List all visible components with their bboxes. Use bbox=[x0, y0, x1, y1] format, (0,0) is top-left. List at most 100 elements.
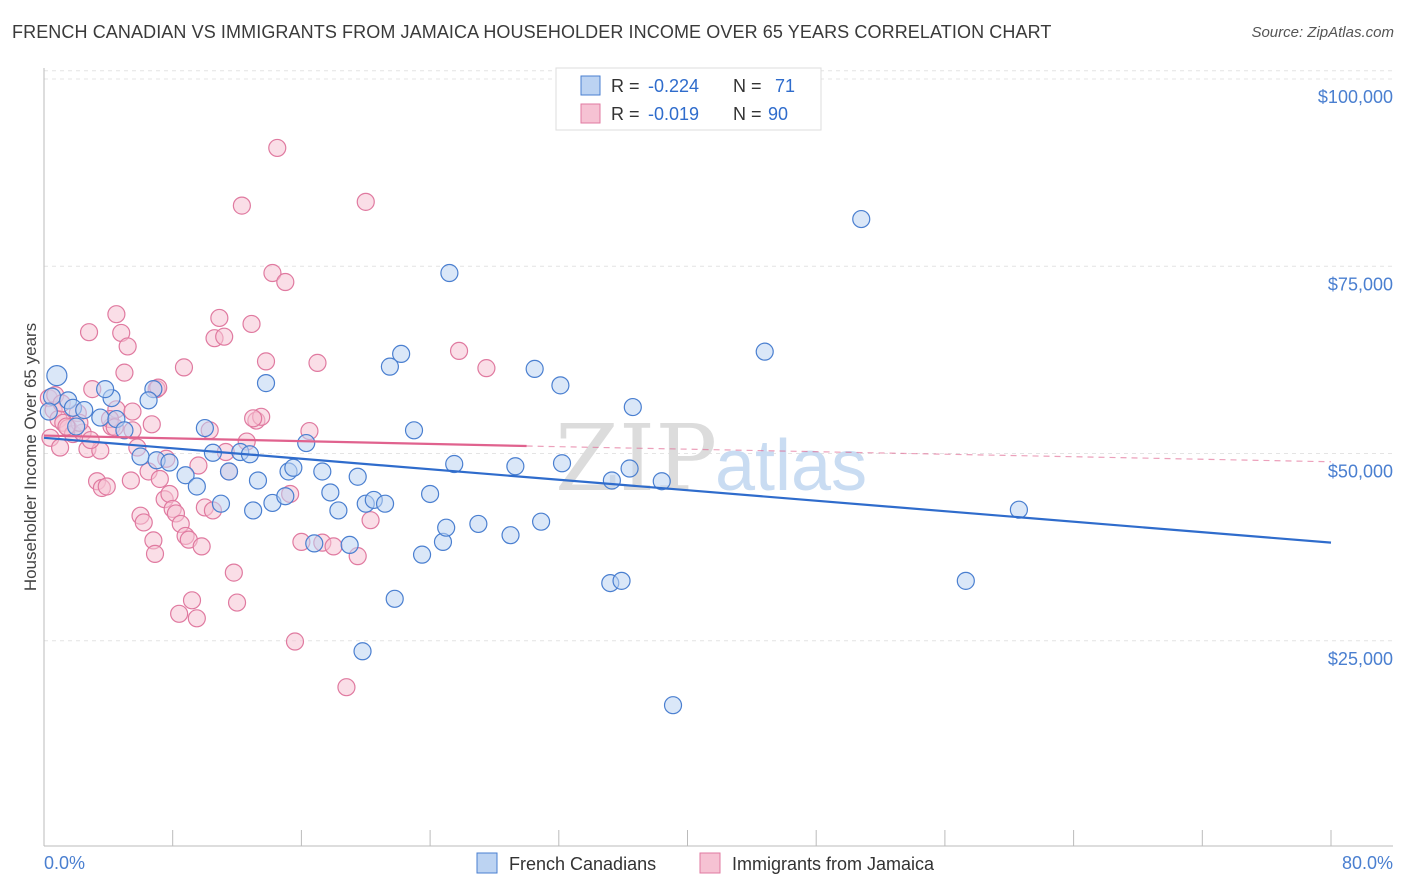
point-immigrants-from-jamaica bbox=[118, 337, 137, 356]
point-immigrants-from-jamaica bbox=[121, 471, 140, 490]
point-french-canadians bbox=[652, 472, 671, 491]
point-french-canadians bbox=[755, 342, 774, 361]
point-immigrants-from-jamaica bbox=[449, 341, 469, 361]
point-french-canadians bbox=[244, 501, 263, 520]
point-french-canadians bbox=[501, 526, 520, 545]
point-immigrants-from-jamaica bbox=[256, 352, 276, 371]
x-ticks bbox=[43, 830, 1332, 846]
point-french-canadians bbox=[412, 545, 432, 564]
point-french-canadians bbox=[115, 421, 134, 440]
point-french-canadians bbox=[623, 397, 642, 417]
point-immigrants-from-jamaica bbox=[324, 537, 343, 556]
point-french-canadians bbox=[375, 494, 395, 513]
point-french-canadians bbox=[469, 514, 488, 534]
point-french-canadians bbox=[532, 512, 551, 531]
point-immigrants-from-jamaica bbox=[285, 632, 305, 651]
legend-r-value-1: -0.224 bbox=[648, 76, 699, 96]
point-french-canadians bbox=[602, 471, 621, 490]
point-french-canadians bbox=[392, 344, 411, 364]
point-immigrants-from-jamaica bbox=[232, 196, 251, 215]
legend-n-value-2: 90 bbox=[768, 104, 788, 124]
legend-r-value-2: -0.019 bbox=[648, 104, 699, 124]
point-immigrants-from-jamaica bbox=[244, 409, 263, 428]
point-french-canadians bbox=[852, 209, 871, 229]
chart-source: Source: ZipAtlas.com bbox=[1251, 24, 1394, 41]
point-french-canadians bbox=[139, 391, 158, 410]
series-legend: French Canadians Immigrants from Jamaica bbox=[476, 852, 935, 874]
chart-title: FRENCH CANADIAN VS IMMIGRANTS FROM JAMAI… bbox=[12, 22, 1052, 42]
point-french-canadians bbox=[46, 365, 68, 387]
point-french-canadians bbox=[353, 642, 372, 661]
point-french-canadians bbox=[284, 458, 303, 477]
legend-swatch-blue bbox=[580, 75, 601, 96]
point-french-canadians bbox=[620, 459, 639, 478]
point-immigrants-from-jamaica bbox=[242, 314, 261, 334]
watermark: ZIP atlas bbox=[555, 405, 867, 512]
trend-line-french-canadians bbox=[43, 436, 1332, 544]
point-french-canadians bbox=[612, 571, 631, 590]
point-french-canadians bbox=[131, 447, 150, 466]
point-immigrants-from-jamaica bbox=[189, 456, 208, 475]
series-legend-swatch-blue bbox=[476, 852, 498, 874]
trend-line-jamaica-dashed bbox=[526, 445, 1332, 463]
point-french-canadians bbox=[551, 376, 570, 395]
point-french-canadians bbox=[956, 571, 975, 590]
point-french-canadians bbox=[160, 453, 179, 472]
point-french-canadians bbox=[404, 421, 424, 440]
point-immigrants-from-jamaica bbox=[79, 323, 99, 342]
point-immigrants-from-jamaica bbox=[337, 678, 356, 697]
point-immigrants-from-jamaica bbox=[174, 358, 194, 377]
point-immigrants-from-jamaica bbox=[361, 511, 380, 530]
point-french-canadians bbox=[445, 454, 464, 474]
legend-n-value-1: 71 bbox=[775, 76, 795, 96]
point-immigrants-from-jamaica bbox=[97, 477, 116, 496]
point-french-canadians bbox=[39, 402, 58, 421]
point-immigrants-from-jamaica bbox=[356, 192, 375, 211]
point-immigrants-from-jamaica bbox=[182, 591, 202, 610]
point-immigrants-from-jamaica bbox=[268, 138, 287, 158]
y-tick-labels: $25,000 $50,000 $75,000 $100,000 bbox=[1318, 87, 1393, 669]
point-french-canadians bbox=[313, 462, 332, 481]
legend-r-label-2: R = bbox=[611, 104, 640, 124]
point-immigrants-from-jamaica bbox=[107, 305, 126, 324]
point-french-canadians bbox=[340, 535, 359, 555]
point-french-canadians bbox=[75, 400, 94, 420]
y-tick-label: $100,000 bbox=[1318, 87, 1393, 107]
trend-line-jamaica bbox=[43, 434, 527, 448]
point-french-canadians bbox=[321, 483, 340, 502]
point-immigrants-from-jamaica bbox=[142, 415, 161, 434]
point-french-canadians bbox=[219, 462, 239, 481]
legend-n-label-1: N = bbox=[733, 76, 762, 96]
point-immigrants-from-jamaica bbox=[145, 544, 165, 563]
point-immigrants-from-jamaica bbox=[123, 402, 142, 421]
point-french-canadians bbox=[176, 466, 195, 485]
point-french-canadians bbox=[42, 387, 62, 406]
point-french-canadians bbox=[437, 518, 456, 537]
point-immigrants-from-jamaica bbox=[150, 469, 169, 489]
point-immigrants-from-jamaica bbox=[308, 353, 327, 372]
point-french-canadians bbox=[440, 263, 459, 283]
point-french-canadians bbox=[552, 454, 572, 473]
x-tick-label-min: 0.0% bbox=[44, 853, 85, 873]
legend-n-label-2: N = bbox=[733, 104, 762, 124]
point-french-canadians bbox=[421, 484, 440, 504]
point-immigrants-from-jamaica bbox=[224, 563, 243, 582]
point-french-canadians bbox=[297, 433, 316, 453]
series-legend-label-jamaica: Immigrants from Jamaica bbox=[732, 854, 935, 874]
point-immigrants-from-jamaica bbox=[170, 604, 189, 623]
point-immigrants-from-jamaica bbox=[276, 272, 295, 292]
point-french-canadians bbox=[348, 467, 367, 486]
point-french-canadians bbox=[248, 471, 268, 490]
point-french-canadians bbox=[195, 418, 214, 438]
point-french-canadians bbox=[91, 408, 110, 427]
point-immigrants-from-jamaica bbox=[215, 327, 234, 346]
point-french-canadians bbox=[380, 357, 399, 376]
point-french-canadians bbox=[329, 501, 348, 520]
grid-lines bbox=[44, 70, 1393, 642]
point-french-canadians bbox=[211, 494, 231, 513]
x-tick-label-max: 80.0% bbox=[1342, 853, 1393, 873]
point-french-canadians bbox=[385, 589, 404, 608]
axes bbox=[43, 68, 1393, 847]
point-french-canadians bbox=[663, 696, 683, 715]
